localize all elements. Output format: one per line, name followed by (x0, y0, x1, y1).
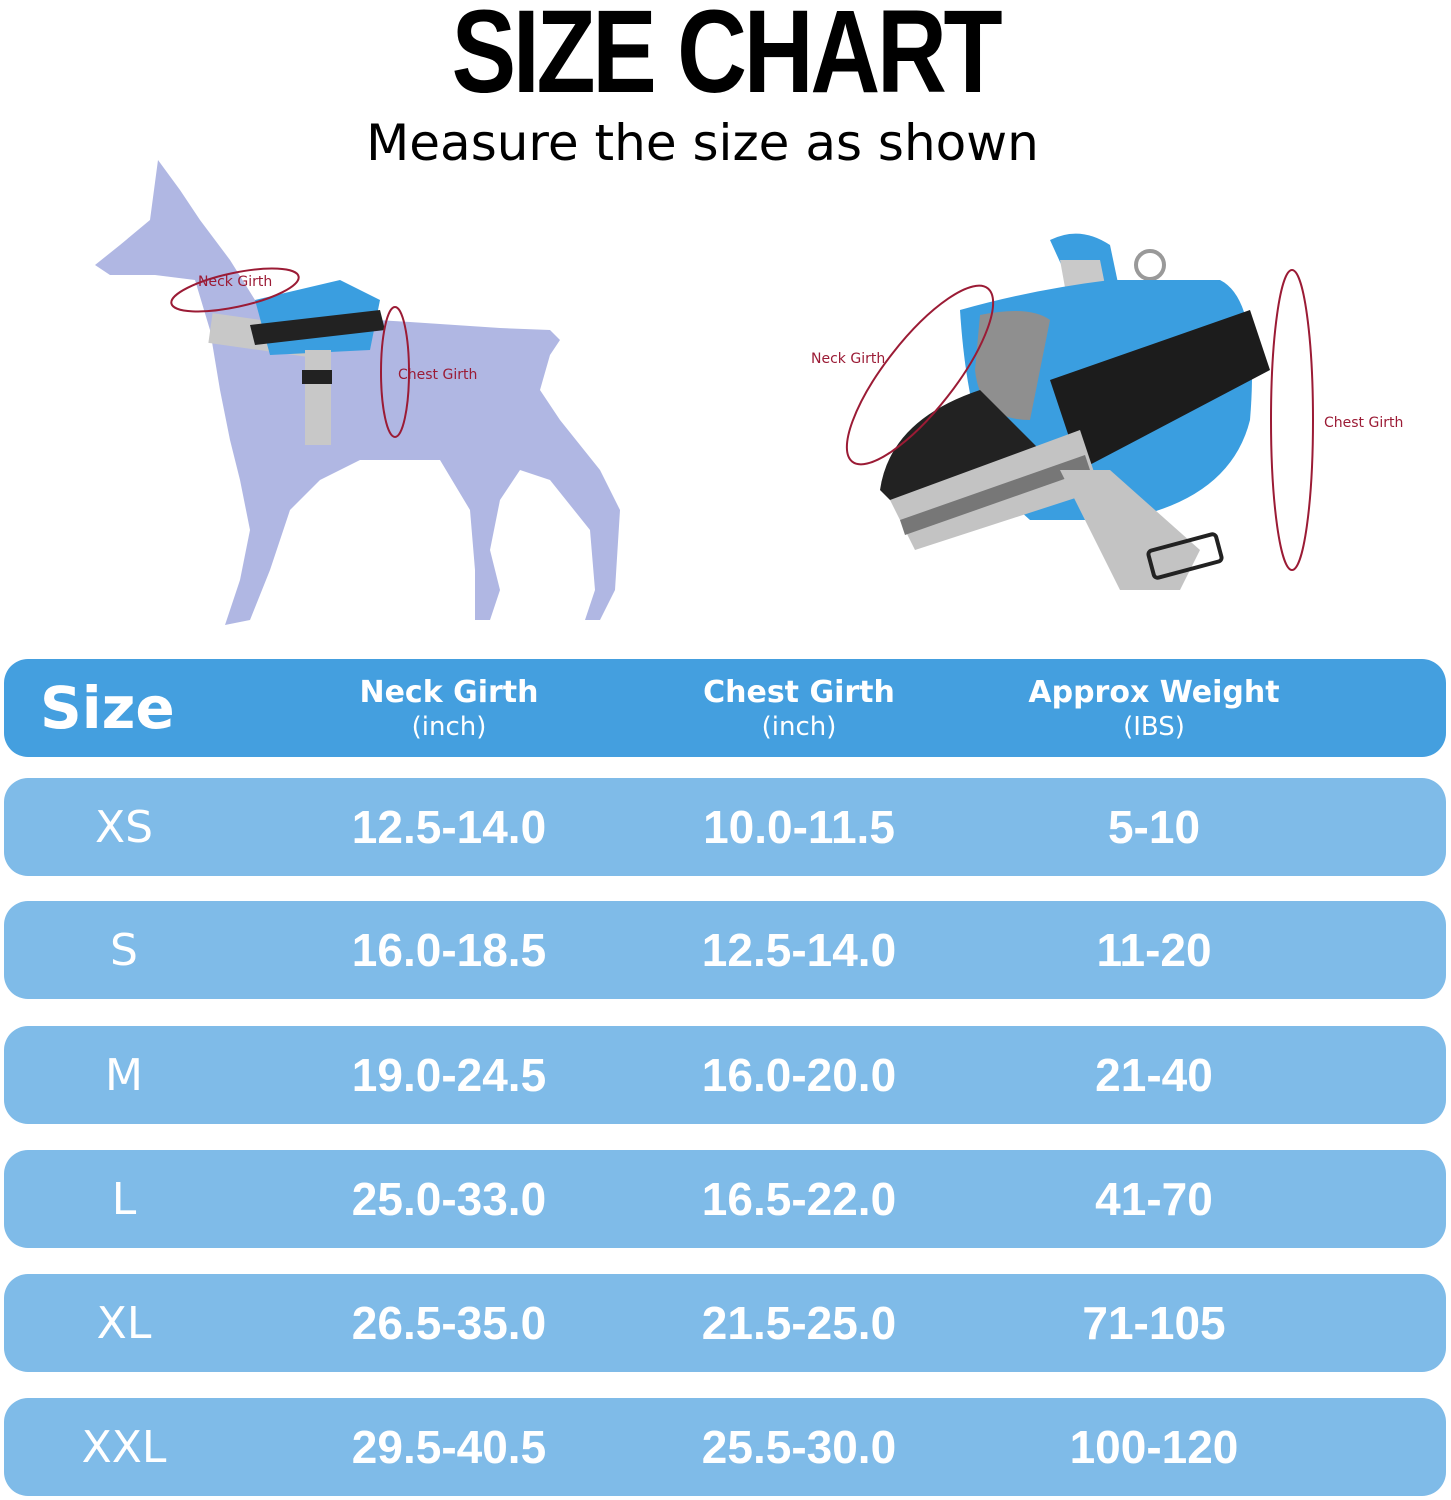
cell-neck-girth: 29.5-40.5 (351, 1421, 547, 1473)
cell-size: S (110, 924, 138, 976)
cell-size: M (105, 1049, 143, 1101)
header-label: Chest Girth (703, 675, 895, 710)
cell-neck-girth: 12.5-14.0 (351, 801, 547, 853)
cell-chest-girth: 21.5-25.0 (701, 1297, 897, 1349)
page-title: SIZE CHART (451, 0, 1003, 118)
header-label: Approx Weight (1028, 675, 1280, 710)
cell-weight: 71-105 (1082, 1297, 1226, 1349)
cell-neck-girth: 16.0-18.5 (351, 924, 547, 976)
header-unit: (IBS) (1123, 712, 1185, 742)
cell-chest-girth: 10.0-11.5 (703, 801, 895, 853)
cell-neck-girth: 25.0-33.0 (351, 1173, 547, 1225)
table-header: Size Neck Girth (inch) Chest Girth (inch) … (4, 659, 1446, 757)
header-unit: (inch) (411, 712, 487, 742)
table-row: XXL 29.5-40.5 25.5-30.0 100-120 (4, 1398, 1446, 1496)
header-neck-girth: Neck Girth (inch) (304, 659, 594, 759)
cell-chest-girth: 25.5-30.0 (701, 1421, 897, 1473)
cell-size: XL (96, 1297, 152, 1349)
cell-chest-girth: 16.0-20.0 (701, 1049, 897, 1101)
harness-chest-girth-label: Chest Girth (1324, 415, 1403, 431)
cell-neck-girth: 26.5-35.0 (351, 1297, 547, 1349)
cell-weight: 41-70 (1095, 1173, 1213, 1225)
header-label: Neck Girth (359, 675, 539, 710)
cell-weight: 21-40 (1095, 1049, 1213, 1101)
page-subtitle: Measure the size as shown (366, 114, 1039, 172)
cell-weight: 11-20 (1096, 924, 1212, 976)
cell-chest-girth: 12.5-14.0 (701, 924, 897, 976)
dog-neck-girth-label: Neck Girth (198, 274, 272, 290)
cell-size: L (111, 1173, 137, 1225)
table-row: XL 26.5-35.0 21.5-25.0 71-105 (4, 1274, 1446, 1372)
harness-illustration: Neck Girth Chest Girth (811, 233, 1403, 590)
harness-neck-girth-label: Neck Girth (811, 351, 885, 367)
table-row: M 19.0-24.5 16.0-20.0 21-40 (4, 1026, 1446, 1124)
cell-chest-girth: 16.5-22.0 (701, 1173, 897, 1225)
header-unit: (inch) (761, 712, 837, 742)
cell-size: XXL (81, 1421, 167, 1473)
table-row: XS 12.5-14.0 10.0-11.5 5-10 (4, 778, 1446, 876)
table-row: L 25.0-33.0 16.5-22.0 41-70 (4, 1150, 1446, 1248)
dog-illustration: Neck Girth Chest Girth (95, 160, 620, 625)
header-chest-girth: Chest Girth (inch) (654, 659, 944, 759)
header-size: Size (40, 674, 175, 742)
dog-silhouette (95, 160, 620, 625)
cell-weight: 5-10 (1107, 801, 1201, 853)
dog-chest-girth-label: Chest Girth (398, 367, 477, 383)
cell-size: XS (94, 801, 154, 853)
cell-weight: 100-120 (1069, 1421, 1239, 1473)
table-row: S 16.0-18.5 12.5-14.0 11-20 (4, 901, 1446, 999)
cell-neck-girth: 19.0-24.5 (351, 1049, 547, 1101)
header-approx-weight: Approx Weight (IBS) (1004, 659, 1304, 759)
